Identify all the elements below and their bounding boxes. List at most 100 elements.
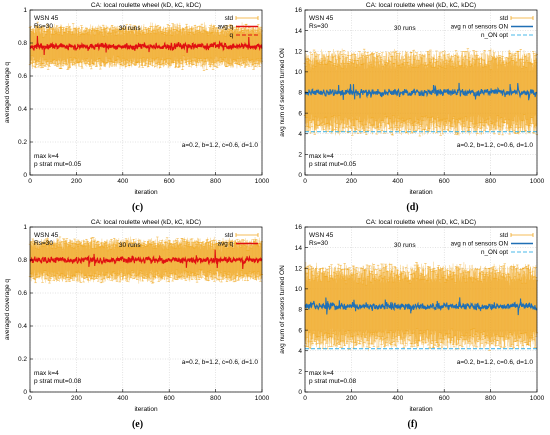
y-tick-label: 0.6 [18,73,27,80]
series-avg-line [29,35,263,55]
y-tick-label: 10 [295,286,303,293]
x-tick-label: 0 [28,178,32,185]
chart-svg-e: CA: local roulette wheel (kD, kC, kDC) 0 2… [4,219,270,413]
annotation-maxk: max k=4 [309,370,334,377]
legend-label-line: avg n of sensors ON [451,241,509,248]
y-tick-label: 0 [23,172,27,179]
y-axis-label: avg num of sensors turned ON [279,265,286,354]
annotation-wsn: WSN 45 [309,15,334,22]
y-tick-label: 2 [298,369,302,376]
x-axis-label: iteration [409,406,433,413]
plot-area [303,261,538,352]
x-tick-label: 1000 [255,178,270,185]
y-tick-label: 12 [295,265,303,272]
x-tick-label: 1000 [255,395,270,402]
x-tick-label: 800 [210,395,221,402]
y-tick-label: 0.2 [18,139,27,146]
x-axis-label: iteration [134,189,158,196]
annotation-runs: 30 runs [394,25,416,32]
annotation-pmut: p strat mut=0.05 [309,161,357,168]
chart-title: CA: local roulette wheel (kD, kC, kDC) [91,2,201,9]
y-tick-label: 16 [295,224,303,231]
x-tick-label: 400 [392,395,403,402]
y-tick-label: 14 [295,28,303,35]
annotation-runs: 30 runs [394,242,416,249]
plot-area [303,48,538,137]
x-tick-label: 600 [164,395,175,402]
annotation-rs: Rs=30 [34,240,53,247]
y-tick-label: 2 [298,152,302,159]
annotation-wsn: WSN 45 [34,232,59,239]
legend-label-errorbar: std [225,15,234,22]
legend-label-errorbar: std [500,15,509,22]
y-tick-label: 0.4 [18,323,27,330]
annotation-params: a=0.2, b=1.2, c=0.6, d=1.0 [457,359,534,366]
y-tick-label: 0.2 [18,356,27,363]
x-tick-label: 0 [303,178,307,185]
axes: 0 200 400 600 800 1000 0 0.2 0.4 0.6 0.8 1 [18,224,270,402]
legend-label-errorbar: std [500,232,509,239]
series-avg-line [29,249,263,270]
panel-label-c: (c) [131,202,144,213]
legend: std avg qq [218,15,259,39]
legend-label-dashed: n_ON opt [481,249,508,256]
series-avg-line [304,82,538,101]
chart-svg-f: CA: local roulette wheel (kD, kC, kDC) 0 2… [279,219,545,413]
y-tick-label: 4 [298,131,302,138]
x-tick-label: 800 [485,395,496,402]
axes: 0 200 400 600 800 1000 0 2 4 6 8 10 12 14 16 [295,224,545,402]
y-axis-label: avg num of sensors turned ON [279,48,286,137]
annotation-maxk: max k=4 [309,153,334,160]
y-tick-label: 14 [295,245,303,252]
chart-svg-c: CA: local roulette wheel (kD, kC, kDC) 0 2… [4,2,270,196]
x-tick-label: 1000 [530,178,545,185]
annotation-wsn: WSN 45 [309,232,334,239]
x-tick-label: 200 [71,395,82,402]
y-tick-label: 0 [298,389,302,396]
chart-title: CA: local roulette wheel (kD, kC, kDC) [91,219,201,226]
y-tick-label: 0.8 [18,40,27,47]
annotation-maxk: max k=4 [34,153,59,160]
legend-label-dashed: n_ON opt [481,32,508,39]
x-tick-label: 0 [28,395,32,402]
x-tick-label: 400 [117,395,128,402]
x-tick-label: 0 [303,395,307,402]
chart-title: CA: local roulette wheel (kD, kC, kDC) [366,2,476,9]
annotation-rs: Rs=30 [309,23,328,30]
legend: std avg n of sensors ONn_ON opt [451,15,534,39]
annotation-maxk: max k=4 [34,370,59,377]
panel-label-e: (e) [131,419,144,430]
legend-label-line: avg n of sensors ON [451,24,509,31]
x-tick-label: 600 [439,178,450,185]
annotation-runs: 30 runs [119,25,141,32]
y-tick-label: 6 [298,110,302,117]
x-tick-label: 800 [210,178,221,185]
annotation-wsn: WSN 45 [34,15,59,22]
y-tick-label: 10 [295,69,303,76]
annotation-params: a=0.2, b=1.2, c=0.6, d=1.0 [182,142,259,149]
panel-label-f: (f) [407,419,418,430]
legend-label-line: avg q [218,24,234,31]
panel-label-d: (d) [406,202,419,213]
x-tick-label: 200 [71,178,82,185]
legend-label-line: avg q [218,241,234,248]
x-tick-label: 600 [439,395,450,402]
x-tick-label: 400 [392,178,403,185]
x-axis-label: iteration [134,406,158,413]
plot-frame [29,9,263,176]
y-tick-label: 0 [23,389,27,396]
legend: std avg q [218,232,259,248]
annotation-params: a=0.2, b=1.2, c=0.6, d=1.0 [457,142,534,149]
chart-panel-d: CA: local roulette wheel (kD, kC, kDC) 0 2… [275,0,550,217]
annotation-rs: Rs=30 [34,23,53,30]
chart-panel-f: CA: local roulette wheel (kD, kC, kDC) 0 2… [275,217,550,434]
x-tick-label: 200 [346,178,357,185]
axes: 0 200 400 600 800 1000 0 0.2 0.4 0.6 0.8 1 [18,7,270,185]
annotation-pmut: p strat mut=0.08 [309,378,357,385]
y-axis-label: averaged coverage q [4,279,11,340]
chart-panel-e: CA: local roulette wheel (kD, kC, kDC) 0 2… [0,217,275,434]
y-axis-label: averaged coverage q [4,62,11,123]
